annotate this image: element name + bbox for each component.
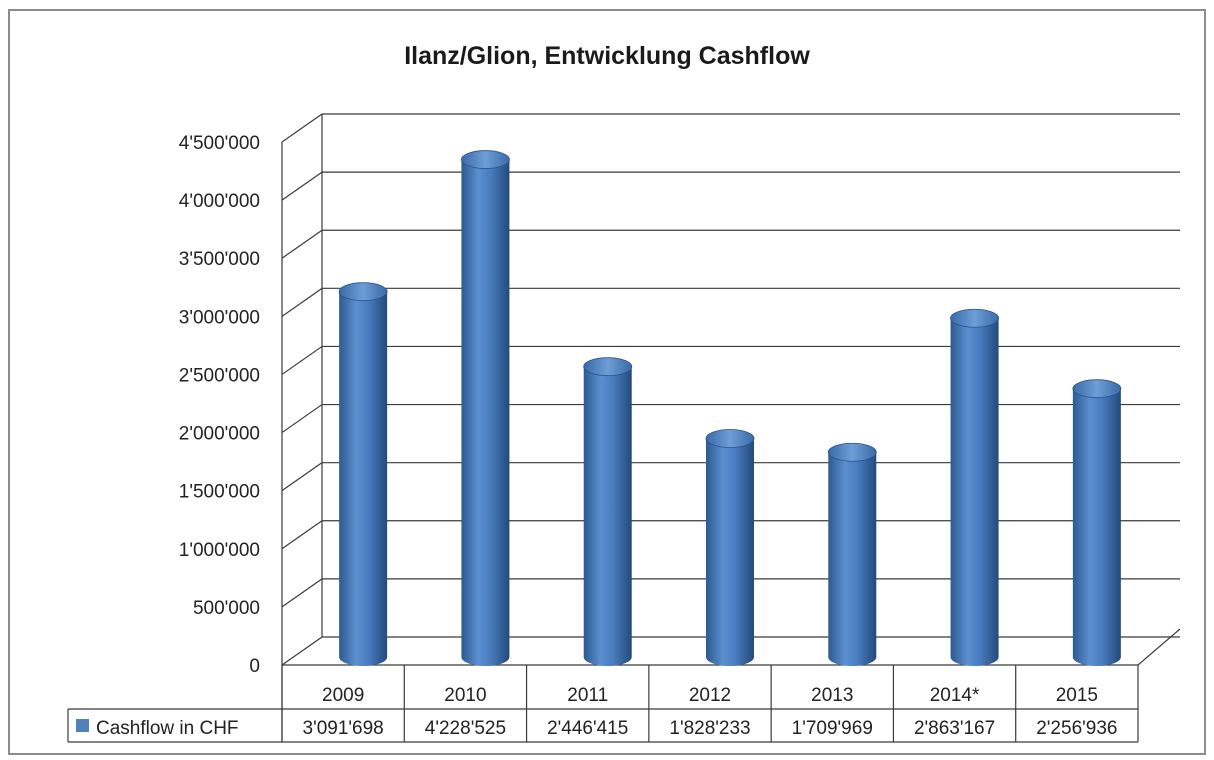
gridline-depth bbox=[281, 113, 323, 143]
x-tick-label: 2011 bbox=[567, 685, 608, 706]
legend-swatch bbox=[76, 719, 89, 732]
bar bbox=[1072, 388, 1121, 666]
data-label: 1'828'233 bbox=[669, 718, 750, 739]
gridline-depth bbox=[281, 520, 323, 550]
y-tick-label: 3'500'000 bbox=[179, 249, 260, 270]
legend-label: Cashflow in CHF bbox=[96, 718, 239, 739]
bar bbox=[461, 159, 510, 666]
data-label: 2'256'936 bbox=[1036, 718, 1117, 739]
data-label: 2'446'415 bbox=[547, 718, 628, 739]
bar-top bbox=[950, 308, 999, 328]
y-tick-label: 3'000'000 bbox=[179, 307, 260, 328]
x-tick-label: 2014* bbox=[930, 685, 980, 706]
gridline-depth bbox=[281, 404, 323, 434]
bar-top bbox=[1072, 379, 1122, 399]
gridline-depth bbox=[281, 229, 323, 259]
chart-title: Ilanz/Glion, Entwicklung Cashflow bbox=[404, 42, 810, 70]
bar-top bbox=[461, 150, 510, 169]
bar bbox=[706, 438, 754, 666]
y-tick-label: 1'500'000 bbox=[179, 482, 260, 503]
bar-top bbox=[827, 442, 877, 462]
data-label: 3'091'698 bbox=[303, 718, 384, 739]
bar bbox=[339, 291, 388, 666]
data-label: 1'709'969 bbox=[792, 718, 873, 739]
x-tick-label: 2010 bbox=[444, 685, 486, 706]
bar bbox=[950, 318, 999, 666]
y-tick-label: 0 bbox=[249, 656, 260, 677]
bar bbox=[828, 452, 877, 666]
y-tick-label: 4'500'000 bbox=[179, 133, 260, 154]
data-label: 4'228'525 bbox=[425, 718, 506, 739]
x-tick-label: 2013 bbox=[811, 685, 853, 706]
y-tick-label: 2'000'000 bbox=[179, 424, 260, 445]
x-tick-label: 2009 bbox=[322, 685, 364, 706]
bar bbox=[583, 366, 632, 666]
gridline-depth bbox=[281, 578, 323, 608]
y-tick-label: 4'000'000 bbox=[179, 191, 260, 212]
floor-right-edge bbox=[1137, 628, 1181, 666]
y-tick-label: 1'000'000 bbox=[179, 540, 260, 561]
gridline-depth bbox=[281, 636, 323, 666]
x-tick-label: 2012 bbox=[689, 685, 731, 706]
gridline-depth bbox=[281, 287, 323, 317]
bar-top bbox=[705, 429, 755, 448]
y-tick-label: 500'000 bbox=[193, 598, 260, 619]
bar-top bbox=[583, 357, 633, 377]
data-label: 2'863'167 bbox=[914, 718, 995, 739]
y-tick-label: 2'500'000 bbox=[179, 365, 260, 386]
x-tick-label: 2015 bbox=[1056, 685, 1098, 706]
bar-top bbox=[338, 282, 388, 302]
gridline-depth bbox=[281, 345, 323, 375]
gridline-depth bbox=[281, 171, 323, 201]
gridline-depth bbox=[281, 462, 323, 492]
